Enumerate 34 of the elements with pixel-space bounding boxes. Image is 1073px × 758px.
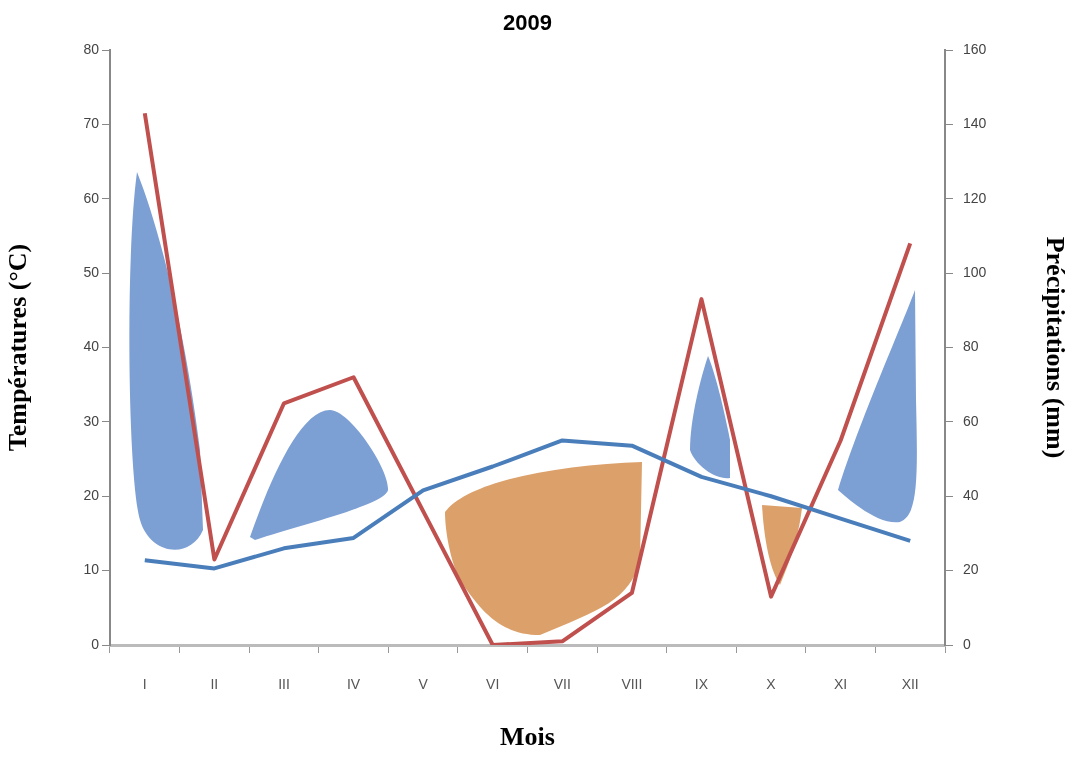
y-tick-label: 0 — [91, 635, 100, 652]
x-tick-label: VIII — [621, 676, 643, 693]
y2-tick-label: 0 — [963, 635, 971, 652]
x-tick-label: II — [210, 676, 219, 693]
y2-tick-label: 140 — [963, 115, 987, 132]
y-tick-label: 70 — [83, 115, 100, 132]
y-tick-label: 50 — [83, 263, 100, 280]
y-tick-label: 20 — [83, 487, 100, 504]
y-tick-label: 80 — [83, 40, 100, 57]
y-tick-label: 10 — [83, 561, 100, 578]
y-tick-label: 30 — [83, 412, 100, 429]
x-tick-label: III — [278, 676, 290, 693]
y2-tick-label: 20 — [963, 561, 979, 578]
chart-title: 2009 — [503, 10, 552, 36]
x-tick-label: I — [142, 676, 147, 693]
y2-axis-title: Précipitations (mm) — [1040, 236, 1070, 459]
x-tick-label: VII — [553, 676, 571, 693]
y2-tick-label: 160 — [963, 40, 987, 57]
x-tick-label: XII — [901, 676, 919, 693]
y-tick-label: 60 — [83, 189, 100, 206]
y2-tick-label: 120 — [963, 189, 987, 206]
x-axis-title: Mois — [500, 722, 555, 752]
x-tick-label: X — [766, 676, 777, 693]
x-tick-label: IV — [346, 676, 361, 693]
y2-tick-label: 80 — [963, 338, 979, 355]
x-tick-label: IX — [694, 676, 709, 693]
y2-tick-label: 100 — [963, 263, 987, 280]
x-tick-label: XI — [834, 676, 848, 693]
y2-tick-label: 40 — [963, 487, 979, 504]
x-tick-label: VI — [486, 676, 500, 693]
y-tick-label: 40 — [83, 338, 100, 355]
x-tick-label: V — [418, 676, 429, 693]
y2-tick-label: 60 — [963, 412, 979, 429]
y-axis-title: Températures (°C) — [3, 243, 33, 452]
